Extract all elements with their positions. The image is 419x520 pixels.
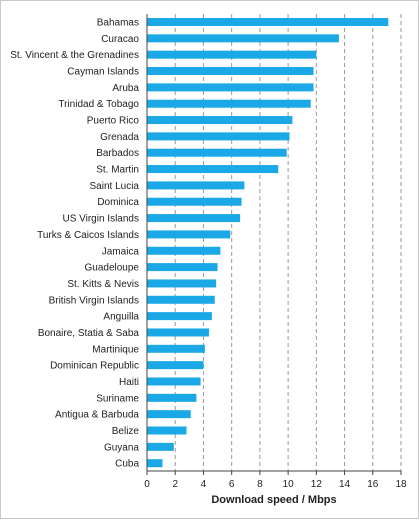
category-label: Antigua & Barbuda (55, 410, 139, 421)
category-label: Barbados (96, 148, 139, 159)
bar (147, 361, 204, 370)
bar (147, 18, 389, 26)
bar (147, 295, 215, 304)
bar (147, 50, 317, 59)
category-label: Suriname (96, 393, 139, 404)
bar (147, 197, 242, 206)
category-label: St. Vincent & the Grenadines (10, 50, 139, 61)
bar (147, 132, 290, 141)
bar (147, 328, 210, 337)
bar (147, 67, 314, 76)
bar (147, 116, 293, 125)
axis-layer (146, 14, 401, 472)
x-tick-label: 4 (201, 479, 207, 490)
bar (147, 83, 314, 92)
category-label: Bahamas (97, 18, 139, 29)
bar (147, 442, 174, 451)
x-tick-label: 6 (229, 479, 235, 490)
bar (147, 246, 221, 255)
category-label: Saint Lucia (90, 181, 140, 192)
bar (147, 165, 279, 174)
bar (147, 393, 197, 402)
category-label: Bonaire, Statia & Saba (38, 328, 140, 339)
category-label: Cayman Islands (67, 67, 139, 78)
bar (147, 34, 339, 43)
bar (147, 99, 311, 108)
category-labels: Bahamas Curacao St. Vincent & the Grenadin… (10, 18, 139, 470)
bar (147, 230, 231, 239)
x-tick-label: 18 (395, 479, 407, 490)
bar (147, 279, 217, 288)
category-label: Dominica (97, 197, 139, 208)
category-label: St. Kitts & Nevis (67, 279, 139, 290)
category-label: Belize (112, 426, 140, 437)
category-label: Guyana (104, 442, 139, 453)
grid-layer (146, 14, 402, 475)
bar (147, 214, 241, 223)
bar (147, 426, 187, 435)
category-label: Aruba (112, 83, 139, 94)
category-label: Cuba (115, 459, 139, 470)
category-label: Martinique (92, 344, 139, 355)
category-label: British Virgin Islands (49, 295, 139, 306)
x-tick-label: 12 (311, 479, 323, 490)
category-label: US Virgin Islands (62, 214, 139, 225)
category-label: Turks & Caicos Islands (37, 230, 139, 241)
category-label: Curacao (101, 34, 139, 45)
bar (147, 263, 218, 272)
category-label: St. Martin (96, 165, 139, 176)
category-label: Trinidad & Tobago (58, 99, 139, 110)
x-tick-label: 16 (367, 479, 379, 490)
category-label: Jamaica (102, 246, 140, 257)
category-label: Grenada (100, 132, 139, 143)
bar (147, 181, 245, 190)
bar-layer (147, 18, 389, 468)
x-tick-label: 2 (172, 479, 178, 490)
category-label: Anguilla (103, 312, 139, 323)
x-tick-label: 10 (283, 479, 295, 490)
bar (147, 344, 205, 353)
category-label: Puerto Rico (87, 116, 140, 127)
bar (147, 459, 163, 468)
x-tick-labels: 0 2 4 6 8 10 12 14 16 18 (144, 479, 407, 490)
bar (147, 377, 201, 386)
category-label: Guadeloupe (85, 263, 140, 274)
x-axis-title: Download speed / Mbps (211, 494, 336, 506)
x-tick-label: 0 (144, 479, 150, 490)
bar (147, 312, 212, 321)
x-tick-label: 8 (257, 479, 263, 490)
bar (147, 148, 287, 157)
category-label: Haiti (119, 377, 139, 388)
x-tick-label: 14 (339, 479, 351, 490)
category-label: Dominican Republic (50, 361, 139, 372)
bar (147, 410, 191, 419)
